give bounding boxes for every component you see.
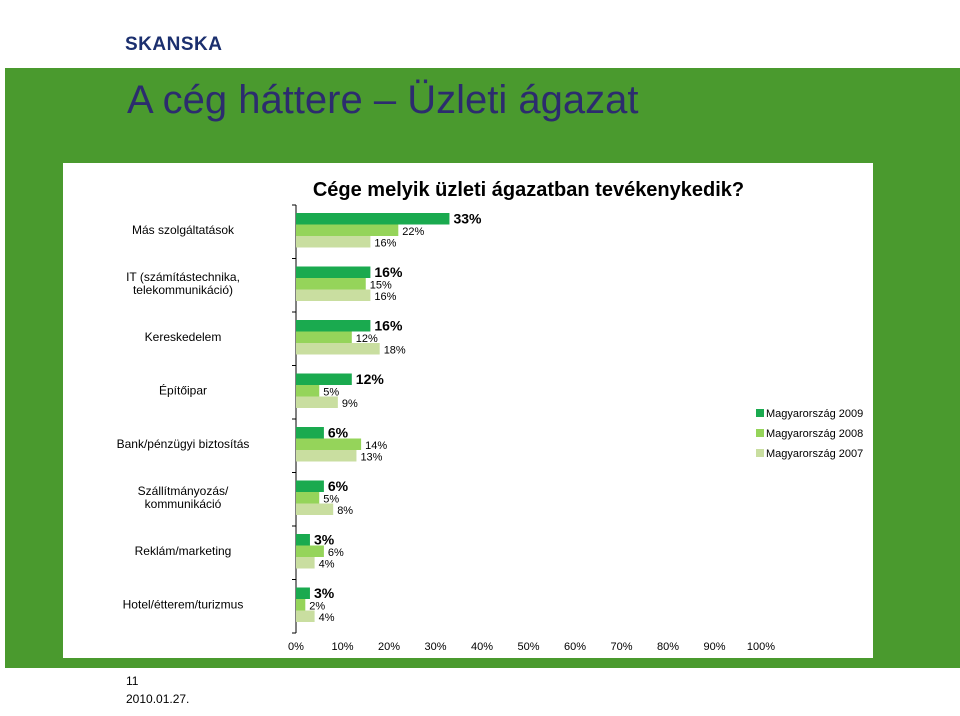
- bar: [296, 331, 352, 343]
- data-label: 18%: [384, 345, 406, 357]
- bar: [296, 289, 371, 301]
- data-label: 16%: [374, 264, 403, 280]
- bar: [296, 266, 371, 278]
- category-label: Kereskedelem: [145, 330, 222, 344]
- legend-label: Magyarország 2009: [766, 408, 863, 420]
- bar: [296, 587, 310, 599]
- data-label: 6%: [328, 478, 349, 494]
- bar: [296, 545, 324, 557]
- bar: [296, 213, 450, 225]
- data-label: 4%: [319, 612, 335, 624]
- data-label: 13%: [360, 452, 382, 464]
- bar: [296, 236, 371, 248]
- x-tick-label: 80%: [657, 641, 679, 653]
- bar: [296, 557, 315, 569]
- bar: [296, 492, 320, 504]
- category-label: Szállítmányozás/: [138, 484, 229, 498]
- category-label: Hotel/étterem/turizmus: [123, 598, 244, 612]
- bar: [296, 396, 338, 408]
- bar: [296, 503, 334, 515]
- data-label: 12%: [356, 371, 385, 387]
- bar: [296, 438, 362, 450]
- data-label: 5%: [323, 494, 339, 506]
- category-label: Reklám/marketing: [135, 544, 232, 558]
- category-label: Építőipar: [159, 383, 207, 398]
- category-label: IT (számítástechnika,: [126, 270, 240, 284]
- data-label: 3%: [314, 585, 335, 601]
- data-label: 9%: [342, 398, 358, 410]
- legend-label: Magyarország 2008: [766, 428, 863, 440]
- legend-swatch: [756, 429, 764, 437]
- bar: [296, 385, 320, 397]
- x-tick-label: 40%: [471, 641, 493, 653]
- bar-chart: Cége melyik üzleti ágazatban tevékenyked…: [117, 179, 864, 653]
- data-label: 4%: [319, 559, 335, 571]
- x-tick-label: 30%: [424, 641, 446, 653]
- category-label: telekommunikáció): [133, 283, 233, 297]
- x-tick-label: 70%: [610, 641, 632, 653]
- x-tick-label: 60%: [564, 641, 586, 653]
- legend-swatch: [756, 409, 764, 417]
- footer-date: 2010.01.27.: [126, 692, 190, 706]
- data-label: 22%: [402, 226, 424, 238]
- slide-title: A cég háttere – Üzleti ágazat: [127, 78, 639, 122]
- data-label: 6%: [328, 547, 344, 559]
- data-label: 5%: [323, 387, 339, 399]
- x-tick-label: 90%: [703, 641, 725, 653]
- bar: [296, 278, 366, 290]
- bar: [296, 450, 357, 462]
- bar: [296, 427, 324, 439]
- legend-label: Magyarország 2007: [766, 448, 863, 460]
- category-label: Bank/pénzügyi biztosítás: [117, 437, 250, 451]
- data-label: 12%: [356, 333, 378, 345]
- legend-swatch: [756, 449, 764, 457]
- bar: [296, 534, 310, 546]
- data-label: 14%: [365, 440, 387, 452]
- page-number: 11: [126, 674, 139, 688]
- category-label: kommunikáció: [145, 497, 222, 511]
- data-label: 2%: [309, 601, 325, 613]
- data-label: 33%: [453, 211, 482, 227]
- bar: [296, 599, 306, 611]
- x-tick-label: 0%: [288, 641, 304, 653]
- data-label: 6%: [328, 425, 349, 441]
- chart-title: Cége melyik üzleti ágazatban tevékenyked…: [313, 179, 744, 201]
- bar: [296, 320, 371, 332]
- skanska-logo: SKANSKA: [125, 34, 223, 55]
- chart-panel: Cége melyik üzleti ágazatban tevékenyked…: [63, 163, 873, 658]
- data-label: 8%: [337, 505, 353, 517]
- x-tick-label: 10%: [331, 641, 353, 653]
- bar: [296, 373, 352, 385]
- x-tick-label: 50%: [517, 641, 539, 653]
- bar: [296, 480, 324, 492]
- data-label: 15%: [370, 280, 392, 292]
- category-label: Más szolgáltatások: [132, 223, 235, 237]
- data-label: 16%: [374, 291, 396, 303]
- data-label: 16%: [374, 238, 396, 250]
- bar: [296, 343, 380, 355]
- x-tick-label: 20%: [378, 641, 400, 653]
- x-tick-label: 100%: [747, 641, 775, 653]
- bar: [296, 610, 315, 622]
- data-label: 16%: [374, 318, 403, 334]
- data-label: 3%: [314, 532, 335, 548]
- bar: [296, 224, 399, 236]
